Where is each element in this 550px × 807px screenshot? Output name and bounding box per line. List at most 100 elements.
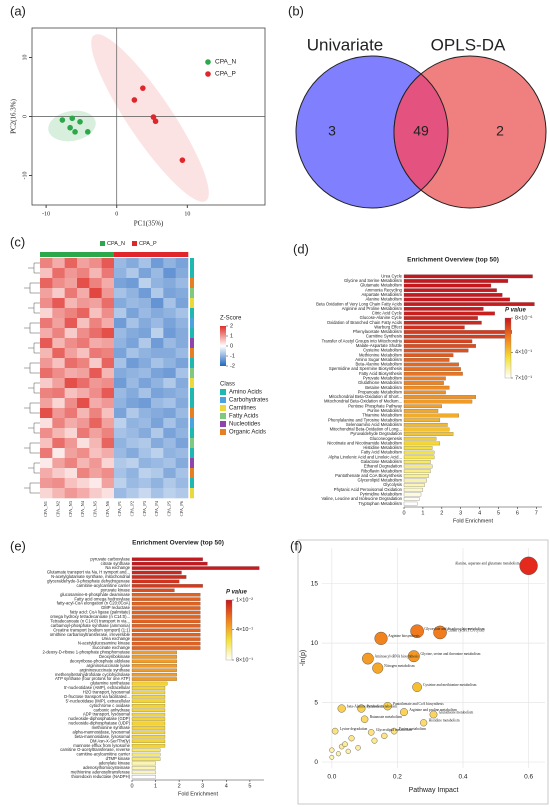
heat-cell (151, 398, 164, 409)
bar (403, 432, 454, 436)
bar (403, 320, 482, 325)
category-label: Carnitine Synthesis (366, 334, 402, 339)
heat-cell (52, 468, 65, 479)
bubble (420, 719, 428, 727)
dendrogram (28, 422, 40, 434)
bar (403, 293, 503, 297)
heat-cell (138, 388, 152, 399)
heat-cell (52, 328, 65, 339)
bar (131, 566, 260, 570)
legend-label: Fatty Acids (229, 414, 258, 420)
point-label: Glycerolipid metabolism (376, 728, 412, 732)
point-label: Arginine and proline metabolism (409, 708, 457, 712)
heat-cell (163, 268, 176, 279)
heat-cell (40, 468, 53, 479)
heat-cell (40, 358, 53, 369)
category-label: DM Asn-X-Ser/Thr(ly) (90, 738, 131, 743)
bar (131, 739, 166, 744)
heat-cell (114, 318, 127, 329)
bar (403, 297, 510, 302)
venn-count: 3 (328, 123, 336, 139)
heat-cell (64, 438, 78, 449)
set-label: Univariate (307, 35, 384, 54)
bar (131, 561, 208, 566)
bar (403, 302, 535, 307)
heat-cell (64, 348, 78, 359)
category-label: adenosylhomocysteinase (83, 765, 131, 770)
heat-cell (52, 348, 65, 359)
heat-cell (77, 428, 90, 439)
heat-cell (64, 368, 78, 379)
heat-cell (64, 278, 78, 289)
x-tick-label: 5 (248, 783, 251, 789)
heat-cell (52, 428, 65, 439)
category-label: Glutathione Metabolism (358, 380, 403, 385)
heat-cell (40, 348, 53, 359)
heat-cell (126, 328, 139, 339)
heat-cell (114, 338, 127, 349)
heat-cell (138, 298, 152, 309)
heat-cell (101, 298, 115, 309)
heat-cell (138, 378, 152, 389)
category-label: Gluconeogenesis (370, 436, 402, 441)
class-bar (190, 438, 194, 449)
heat-cell (89, 488, 102, 499)
bar (131, 650, 177, 655)
legend-swatch (220, 413, 226, 419)
category-label: carbamoyl-phosphate synthase (ammonia) (51, 623, 131, 628)
scale-tick-label: 1×10⁻² (236, 597, 253, 603)
scale-tick-label: 4×10⁻¹ (515, 350, 532, 356)
heat-cell (163, 398, 176, 409)
category-label: GMP reductase (101, 605, 131, 610)
point-label: Glyoxylate and dicarboxylate metabolism (424, 627, 484, 631)
heat-cell (114, 408, 127, 419)
category-label: carnitine-acylcarnitine carrier (76, 583, 130, 588)
bar (403, 501, 418, 506)
heat-cell (138, 458, 152, 469)
scale-tick-label: 7×10⁻¹ (515, 375, 532, 381)
category-label: Purine Metabolism (367, 408, 402, 413)
point-label: Glutathione metabolism (439, 710, 474, 714)
heat-cell (175, 418, 189, 429)
class-bar (190, 368, 194, 379)
panel-label: (e) (10, 538, 26, 553)
point (77, 119, 83, 125)
heat-cell (52, 358, 65, 369)
heat-cell (52, 368, 65, 379)
bar (131, 752, 161, 757)
category-label: Selenoamino Acid Metabolism (346, 422, 403, 427)
category-label: carnitine-acylcarnitine carrier (76, 752, 130, 757)
heat-cell (126, 278, 139, 289)
heat-cell (151, 328, 164, 339)
heat-cell (64, 318, 78, 329)
column-label: CPA_P3 (142, 500, 147, 516)
heat-cell (52, 398, 65, 409)
heat-cell (64, 428, 78, 439)
scale-tick-label: 2 (230, 323, 233, 329)
category-label: Alpha Linolenic Acid and Linoleic Acid..… (328, 454, 402, 459)
bubble (337, 704, 346, 713)
set-label: OPLS-DA (431, 35, 506, 54)
bar (403, 325, 465, 330)
heat-cell (77, 338, 90, 349)
heat-cell (77, 328, 90, 339)
category-label: Beta-Alanine Metabolism (355, 362, 402, 367)
bubble (355, 745, 361, 751)
scale-tick-label: 1 (230, 333, 233, 339)
heat-cell (52, 258, 65, 269)
heat-cell (89, 328, 102, 339)
category-label: Malate-Aspartate Shuttle (356, 343, 403, 348)
scale-title: P value (505, 308, 526, 314)
point-label: Purine metabolism (399, 727, 426, 731)
heat-cell (151, 468, 164, 479)
group-bar (40, 252, 53, 257)
bubble (345, 748, 351, 754)
heat-cell (175, 388, 189, 399)
heat-cell (89, 378, 102, 389)
category-label: Pentose Phosphate Pathway (348, 403, 403, 408)
heat-cell (151, 458, 164, 469)
bubble (371, 737, 378, 744)
heat-cell (151, 448, 164, 459)
class-bar (190, 458, 194, 469)
panel-label: (b) (288, 3, 304, 18)
